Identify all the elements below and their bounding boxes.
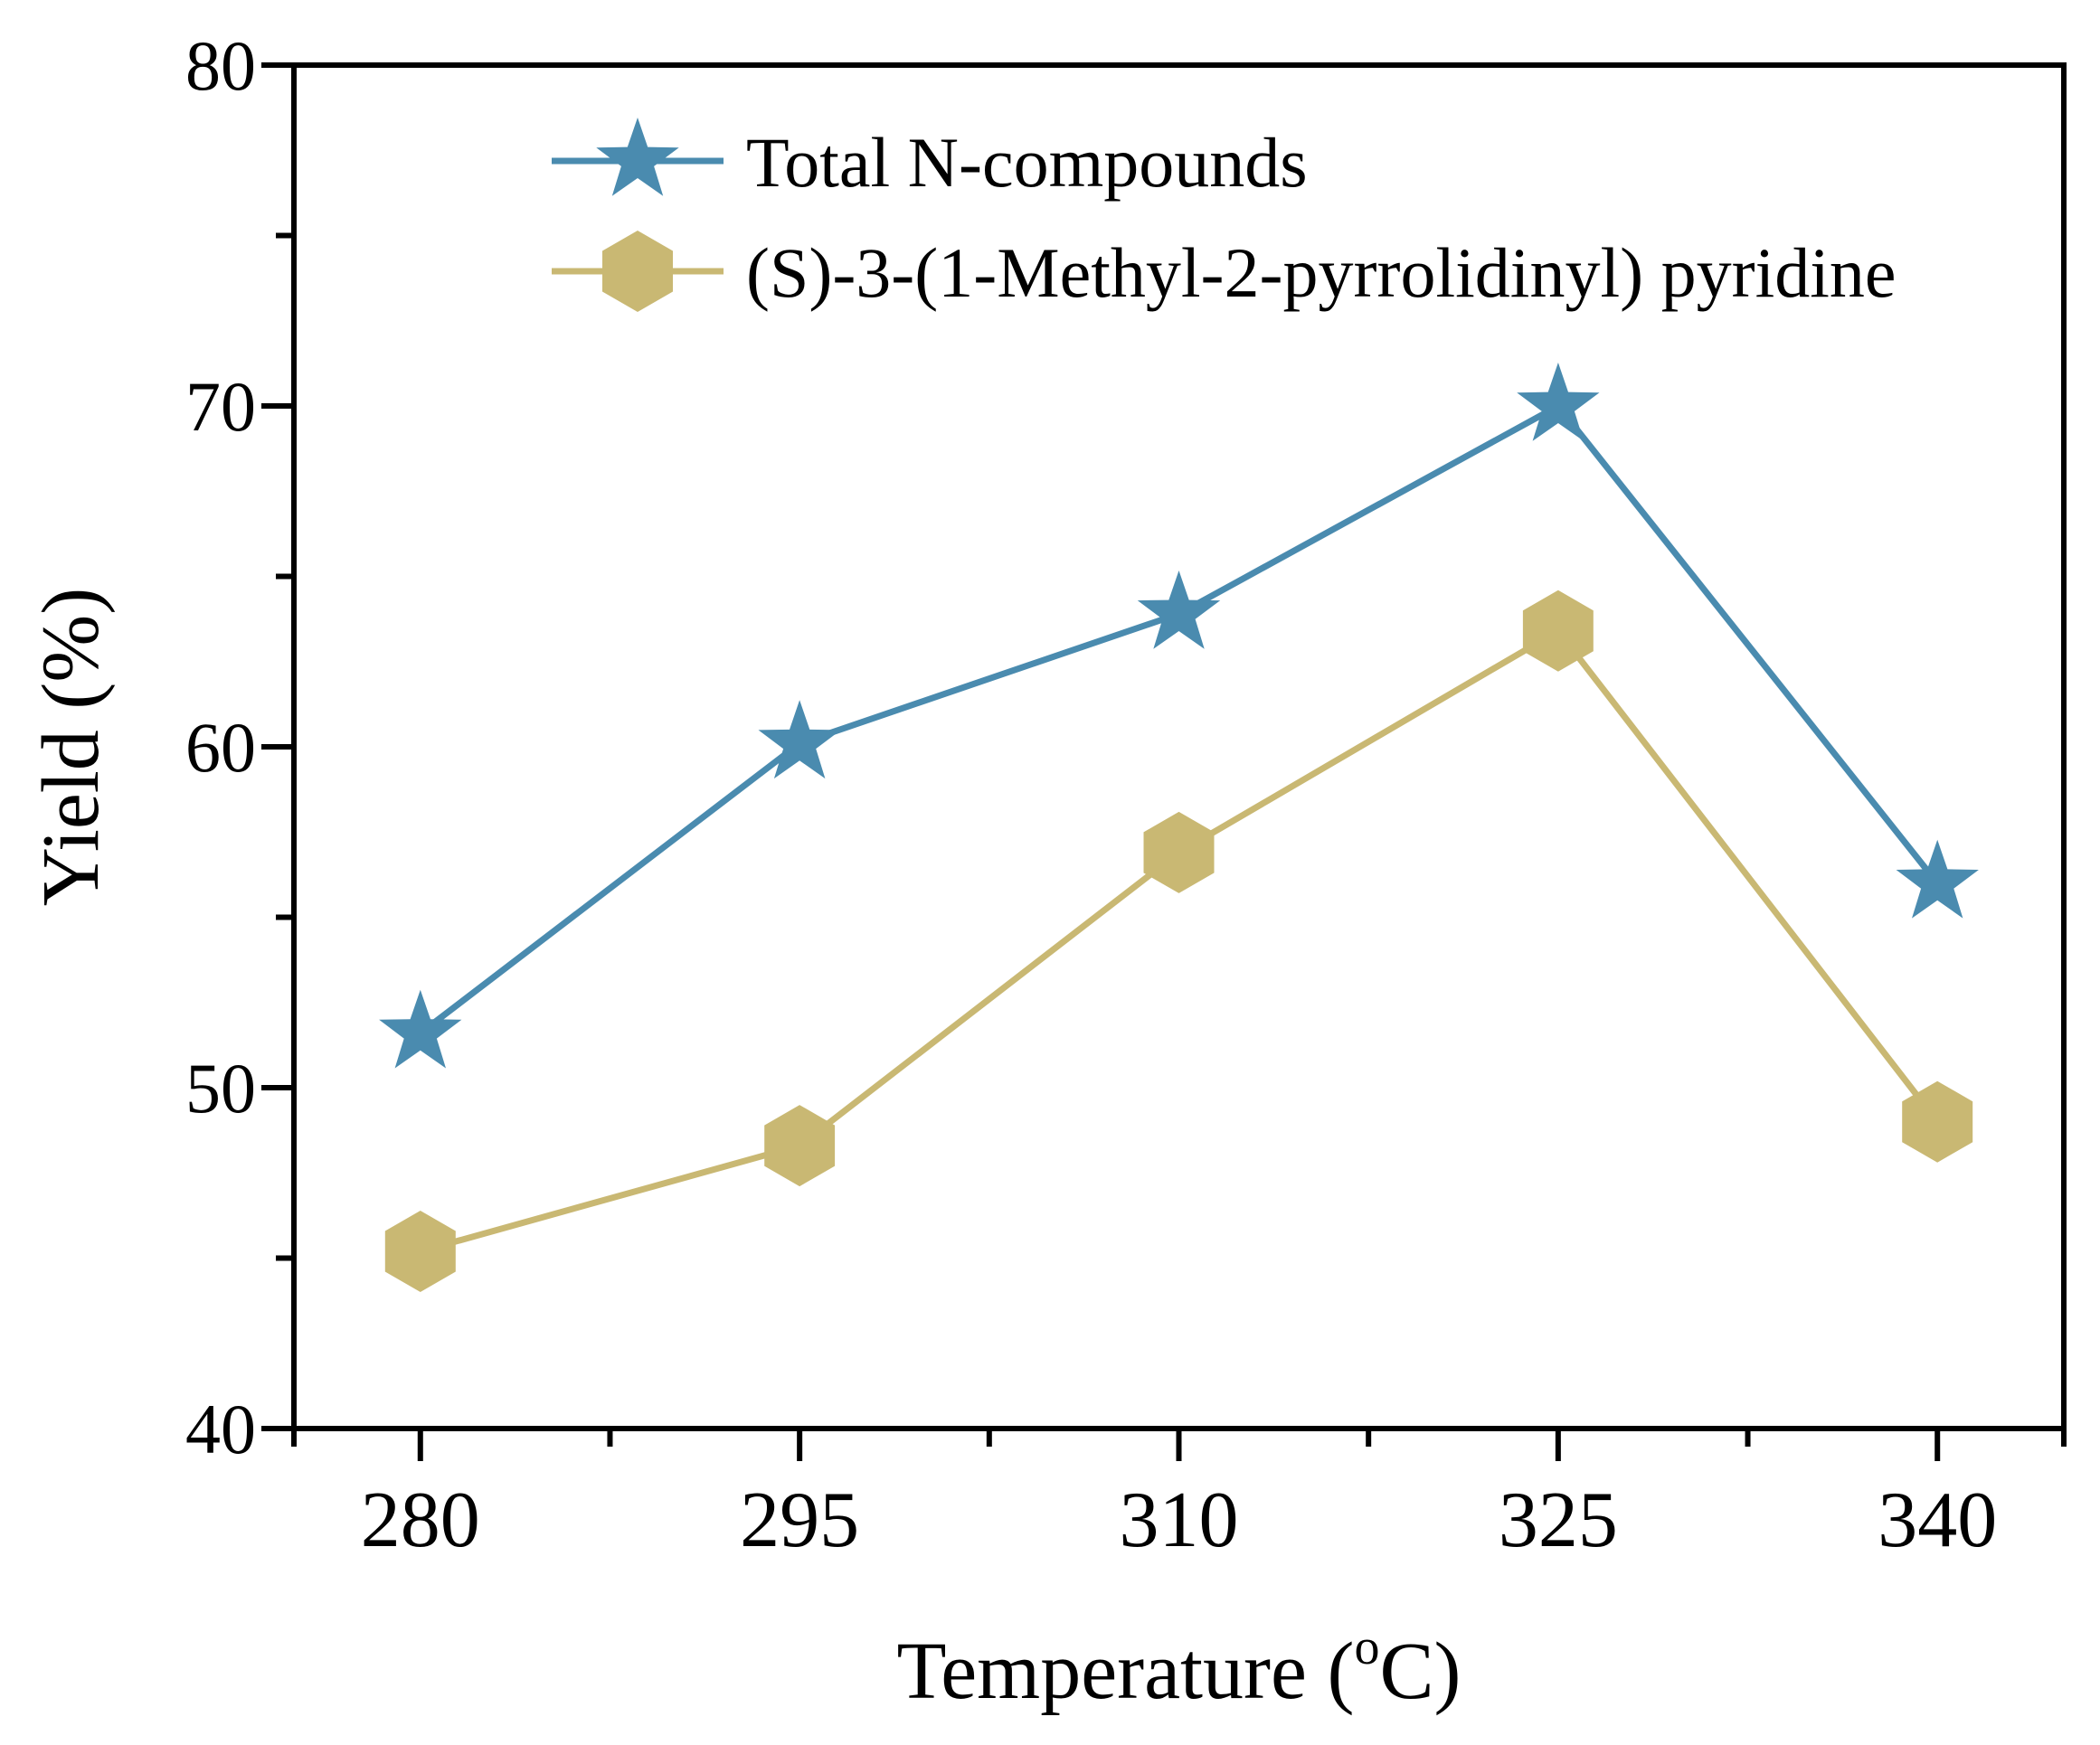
x-tick-label: 310 xyxy=(1120,1476,1239,1564)
y-tick-label: 50 xyxy=(185,1049,256,1127)
hexagon-marker-295 xyxy=(764,1105,836,1187)
x-tick-label: 340 xyxy=(1878,1476,1997,1564)
hexagon-marker-325 xyxy=(1522,590,1594,672)
star-marker-340 xyxy=(1896,839,1979,919)
series-line-2 xyxy=(419,627,1940,1255)
legend-star-marker xyxy=(596,118,679,196)
x-axis-title-main: Temperature ( xyxy=(897,1627,1355,1716)
x-tick-label: 325 xyxy=(1499,1476,1618,1564)
legend-item-1: Total N-compounds xyxy=(552,118,1308,202)
y-axis-title: Yield (%) xyxy=(26,588,116,906)
legend-label: (S)-3-(1-Methyl-2-pyrrolidinyl) pyridine xyxy=(746,233,1897,312)
legend-label: Total N-compounds xyxy=(746,123,1308,202)
legend-item-2: (S)-3-(1-Methyl-2-pyrrolidinyl) pyridine xyxy=(552,231,1897,312)
legend-hexagon-marker xyxy=(602,231,673,312)
axes: 40 50 60 70 80 280 295 310 325 340 Temperature (oC… xyxy=(26,26,2067,1716)
x-tick-label: 295 xyxy=(740,1476,859,1564)
x-tick-label: 280 xyxy=(361,1476,480,1564)
y-tick-label: 40 xyxy=(185,1390,256,1468)
star-marker-280 xyxy=(379,989,462,1069)
y-tick-label: 80 xyxy=(185,26,256,105)
star-marker-295 xyxy=(758,700,841,779)
y-tick-label: 70 xyxy=(185,367,256,446)
x-axis-title-tail: C) xyxy=(1379,1627,1461,1716)
series-line-1 xyxy=(418,401,1940,1036)
x-axis-title-sup: o xyxy=(1354,1619,1379,1675)
series-1 xyxy=(379,363,1979,1069)
y-tick-label: 60 xyxy=(185,708,256,787)
hexagon-marker-310 xyxy=(1143,811,1215,893)
x-axis-title: Temperature (oC) xyxy=(897,1619,1461,1716)
series-group xyxy=(379,363,1979,1292)
legend: Total N-compounds (S)-3-(1-Methyl-2-pyrro… xyxy=(552,118,1897,312)
hexagon-marker-340 xyxy=(1902,1080,1973,1163)
hexagon-marker-280 xyxy=(384,1211,456,1292)
star-marker-310 xyxy=(1137,571,1221,649)
star-marker-325 xyxy=(1517,363,1600,441)
series-2 xyxy=(384,590,1973,1292)
